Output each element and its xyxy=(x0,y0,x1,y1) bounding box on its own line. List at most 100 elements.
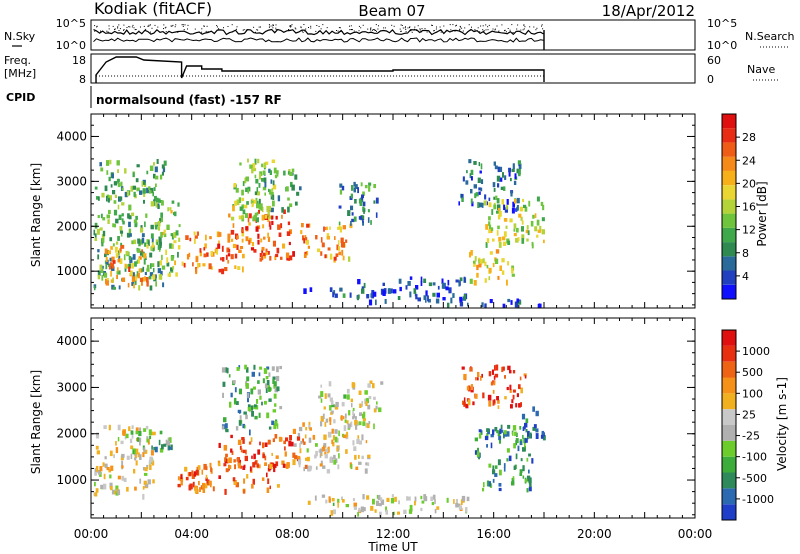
heatmap-cell xyxy=(508,167,511,173)
noise-point xyxy=(272,25,274,26)
heatmap-cell xyxy=(114,194,117,198)
heatmap-cell xyxy=(145,213,148,218)
heatmap-cell xyxy=(349,292,352,298)
heatmap-cell xyxy=(459,277,463,282)
heatmap-cell xyxy=(512,425,517,431)
heatmap-cell xyxy=(152,431,156,436)
heatmap-cell xyxy=(496,210,499,214)
heatmap-cell xyxy=(250,437,253,442)
heatmap-cell xyxy=(530,220,534,227)
heatmap-cell xyxy=(529,432,532,439)
heatmap-cell xyxy=(272,438,275,443)
heatmap-cell xyxy=(434,499,436,505)
heatmap-cell xyxy=(210,466,212,472)
heatmap-cell xyxy=(470,250,473,256)
heatmap-cell xyxy=(522,198,525,203)
heatmap-cell xyxy=(194,235,198,239)
heatmap-cell xyxy=(321,242,325,248)
heatmap-cell xyxy=(195,256,199,263)
noise-point xyxy=(433,30,435,31)
heatmap-cell xyxy=(94,186,98,190)
noise-point xyxy=(494,29,496,31)
noise-point xyxy=(218,29,220,31)
heatmap-cell xyxy=(463,276,466,283)
noise-point xyxy=(336,30,337,31)
colorbar-tick-label: -1000 xyxy=(742,493,774,506)
heatmap-cell xyxy=(334,293,338,298)
noise-point xyxy=(300,26,302,28)
heatmap-cell xyxy=(118,255,121,261)
heatmap-cell xyxy=(242,209,246,215)
heatmap-cell xyxy=(342,416,345,420)
heatmap-cell xyxy=(158,198,161,203)
heatmap-cell xyxy=(284,446,286,451)
heatmap-cell xyxy=(134,486,137,491)
heatmap-cell xyxy=(251,202,254,208)
heatmap-cell xyxy=(512,389,516,393)
heatmap-cell xyxy=(139,277,144,282)
heatmap-cell xyxy=(259,395,262,400)
heatmap-cell xyxy=(353,502,357,508)
heatmap-cell xyxy=(117,236,120,241)
noise-point xyxy=(257,29,259,31)
heatmap-cell xyxy=(204,483,208,489)
heatmap-cell xyxy=(332,291,334,298)
heatmap-cell xyxy=(532,406,535,412)
heatmap-cell xyxy=(505,225,508,229)
heatmap-cell xyxy=(224,488,227,495)
heatmap-cell xyxy=(274,403,277,407)
heatmap-cell xyxy=(482,258,485,264)
noise-point xyxy=(301,30,303,32)
noise-point xyxy=(541,24,543,26)
noise-point xyxy=(424,28,426,30)
heatmap-cell xyxy=(158,439,161,446)
heatmap-cell xyxy=(144,242,147,247)
heatmap-cell xyxy=(320,391,324,397)
heatmap-cell xyxy=(258,191,261,196)
heatmap-cell xyxy=(364,390,368,395)
colorbar-tick-label: 24 xyxy=(742,154,756,167)
heatmap-cell xyxy=(133,219,138,224)
heatmap-cell xyxy=(249,164,253,169)
heatmap-cell xyxy=(324,254,327,259)
heatmap-cell xyxy=(516,205,519,211)
heatmap-cell xyxy=(465,507,468,513)
heatmap-cell xyxy=(320,415,324,422)
noise-point xyxy=(374,30,376,31)
noise-point xyxy=(157,26,159,28)
heatmap-cell xyxy=(152,241,154,247)
heatmap-cell xyxy=(280,223,283,229)
heatmap-cell xyxy=(489,251,493,255)
heatmap-cell xyxy=(323,443,327,448)
heatmap-cell xyxy=(341,496,343,500)
heatmap-cell xyxy=(197,262,199,269)
heatmap-cell xyxy=(359,440,362,445)
y-tick-label: 2000 xyxy=(56,219,87,233)
heatmap-cell xyxy=(436,292,440,298)
heatmap-cell xyxy=(506,431,510,437)
noise-point xyxy=(148,24,150,26)
colorbar-tick-label: 500 xyxy=(742,366,763,379)
noise-point xyxy=(485,29,487,31)
colorbar-tick-label: 28 xyxy=(742,131,756,144)
heatmap-cell xyxy=(524,443,526,448)
noise-point xyxy=(479,31,481,33)
heatmap-cell xyxy=(222,381,226,387)
heatmap-cell xyxy=(233,459,236,463)
heatmap-cell xyxy=(144,183,147,187)
heatmap-cell xyxy=(248,239,251,245)
heatmap-cell xyxy=(493,375,496,380)
heatmap-cell xyxy=(497,207,501,213)
heatmap-cell xyxy=(347,423,351,429)
heatmap-cell xyxy=(107,219,110,224)
heatmap-cell xyxy=(541,217,545,222)
heatmap-cell xyxy=(107,197,110,203)
heatmap-cell xyxy=(261,254,264,261)
heatmap-cell xyxy=(202,263,206,267)
heatmap-cell xyxy=(337,226,341,230)
heatmap-cell xyxy=(465,180,469,185)
noise-point xyxy=(305,28,307,30)
heatmap-cell xyxy=(415,294,418,300)
noise-point xyxy=(353,30,355,32)
